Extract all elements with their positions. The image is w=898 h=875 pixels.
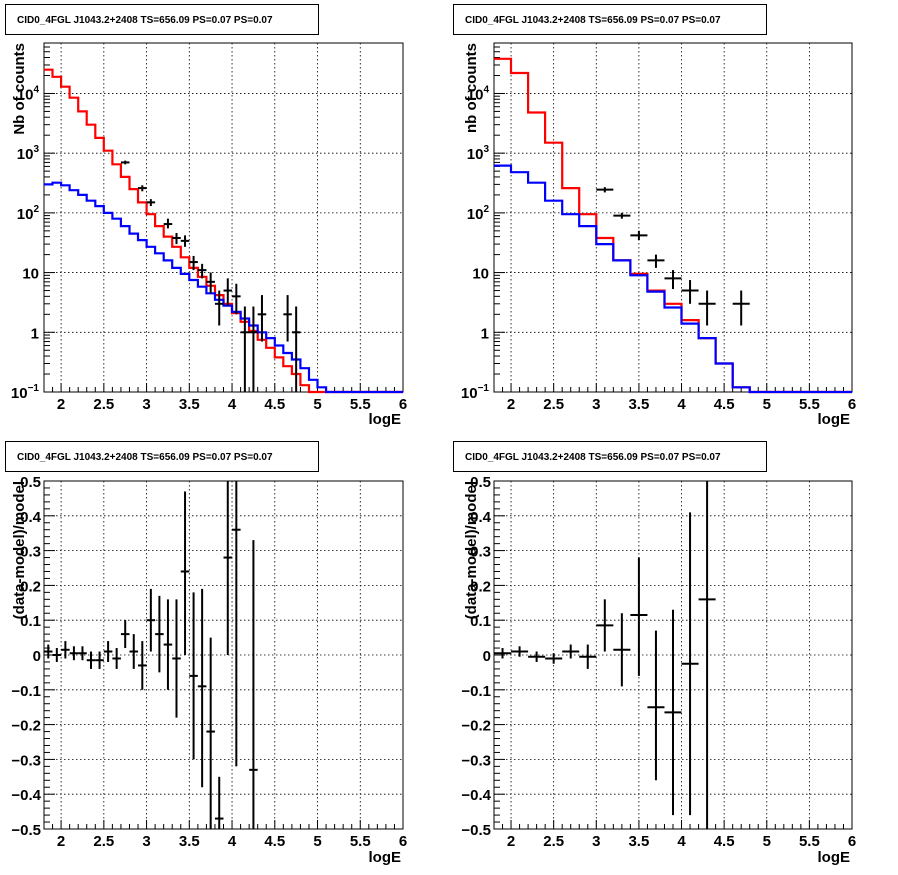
y-tick-label: 104 [467,84,490,103]
y-tick-label: 0 [483,648,491,665]
y-tick-label: −0.4 [461,787,491,804]
chart-panel-3: CID0_4FGL J1043.2+2408 TS=656.09 PS=0.07… [5,441,407,866]
x-tick-label: 4 [677,833,686,850]
y-tick-label: 0 [33,648,41,665]
title-box [453,4,767,35]
y-tick-label: 0.2 [470,578,491,595]
x-tick-label: 6 [848,833,856,850]
x-tick-label: 4 [228,833,237,850]
chart-title: CID0_4FGL J1043.2+2408 TS=656.09 PS=0.07… [465,452,721,463]
chart-panel-2: CID0_4FGL J1043.2+2408 TS=656.09 PS=0.07… [453,4,856,428]
x-tick-label: 2.5 [93,833,114,850]
chart-panel-4: CID0_4FGL J1043.2+2408 TS=656.09 PS=0.07… [453,441,856,866]
y-tick-label: 103 [17,144,40,163]
y-tick-label: −0.5 [11,822,41,839]
y-tick-label: 0.5 [20,474,41,491]
histogram-series-1 [44,68,403,394]
x-tick-label: 2 [57,833,65,850]
plot-frame [493,42,853,393]
x-tick-label: 3 [142,833,150,850]
y-tick-label: 0.1 [470,613,491,630]
y-axis-title: (data-model)/model [463,481,480,619]
x-tick-label: 5.5 [799,396,820,413]
x-tick-label: 4.5 [714,396,735,413]
y-tick-label: 0.4 [470,509,492,526]
y-tick-label: 0.3 [470,544,491,561]
x-tick-label: 3.5 [628,396,649,413]
y-tick-label: 0.3 [20,544,41,561]
y-tick-label: −0.5 [461,822,491,839]
x-axis-title: logE [818,849,851,866]
y-axis-title: nb of counts [463,43,480,133]
y-tick-label: 102 [17,204,40,223]
x-tick-label: 2.5 [543,396,564,413]
chart-title: CID0_4FGL J1043.2+2408 TS=656.09 PS=0.07… [465,15,721,26]
x-tick-label: 3.5 [628,833,649,850]
y-tick-label: 1 [481,325,489,342]
x-tick-label: 5 [313,833,321,850]
title-box [5,4,319,35]
plot-frame [43,42,404,393]
x-tick-label: 5 [763,833,771,850]
y-tick-label: 10−1 [461,383,490,402]
x-axis-title: logE [818,411,851,428]
y-tick-label: −0.4 [11,787,41,804]
x-tick-label: 4 [228,396,237,413]
histogram-series-1 [494,57,852,394]
y-tick-label: −0.1 [461,683,491,700]
x-tick-label: 4.5 [714,833,735,850]
y-tick-label: 103 [467,144,490,163]
x-tick-label: 3 [142,396,150,413]
x-tick-label: 3.5 [179,833,200,850]
title-box [5,441,319,472]
x-tick-label: 6 [399,833,407,850]
x-tick-label: 2.5 [543,833,564,850]
x-tick-label: 3.5 [179,396,200,413]
histogram-series-2 [44,181,403,394]
x-tick-label: 5 [313,396,321,413]
histogram-series-2 [494,164,852,394]
y-tick-label: −0.3 [461,752,491,769]
x-tick-label: 5 [763,396,771,413]
y-tick-label: −0.1 [11,683,41,700]
x-tick-label: 2.5 [93,396,114,413]
y-tick-label: 10 [472,266,489,283]
y-tick-label: 0.4 [20,509,42,526]
y-tick-label: 10 [22,266,39,283]
x-tick-label: 2 [57,396,65,413]
x-tick-label: 5.5 [350,833,371,850]
x-tick-label: 4.5 [264,833,285,850]
y-tick-label: 10−1 [11,383,40,402]
x-tick-label: 4.5 [264,396,285,413]
chart-panel-1: CID0_4FGL J1043.2+2408 TS=656.09 PS=0.07… [5,4,407,428]
x-tick-label: 6 [848,396,856,413]
y-tick-label: 0.2 [20,578,41,595]
x-tick-label: 6 [399,396,407,413]
x-tick-label: 2 [507,396,515,413]
y-tick-label: −0.2 [461,718,491,735]
y-tick-label: 104 [17,84,40,103]
x-tick-label: 4 [677,396,686,413]
x-axis-title: logE [369,849,402,866]
y-tick-label: −0.3 [11,752,41,769]
x-tick-label: 5.5 [799,833,820,850]
y-tick-label: 0.5 [470,474,491,491]
x-tick-label: 5.5 [350,396,371,413]
x-tick-label: 2 [507,833,515,850]
y-axis-title: Nb of counts [11,43,28,135]
x-axis-title: logE [369,411,402,428]
x-tick-label: 3 [592,396,600,413]
chart-title: CID0_4FGL J1043.2+2408 TS=656.09 PS=0.07… [17,15,273,26]
y-tick-label: −0.2 [11,718,41,735]
y-axis-title: (data-model)/model [11,481,28,619]
chart-title: CID0_4FGL J1043.2+2408 TS=656.09 PS=0.07… [17,452,273,463]
y-tick-label: 0.1 [20,613,41,630]
x-tick-label: 3 [592,833,600,850]
y-tick-label: 1 [31,325,39,342]
y-tick-label: 102 [467,204,490,223]
title-box [453,441,767,472]
